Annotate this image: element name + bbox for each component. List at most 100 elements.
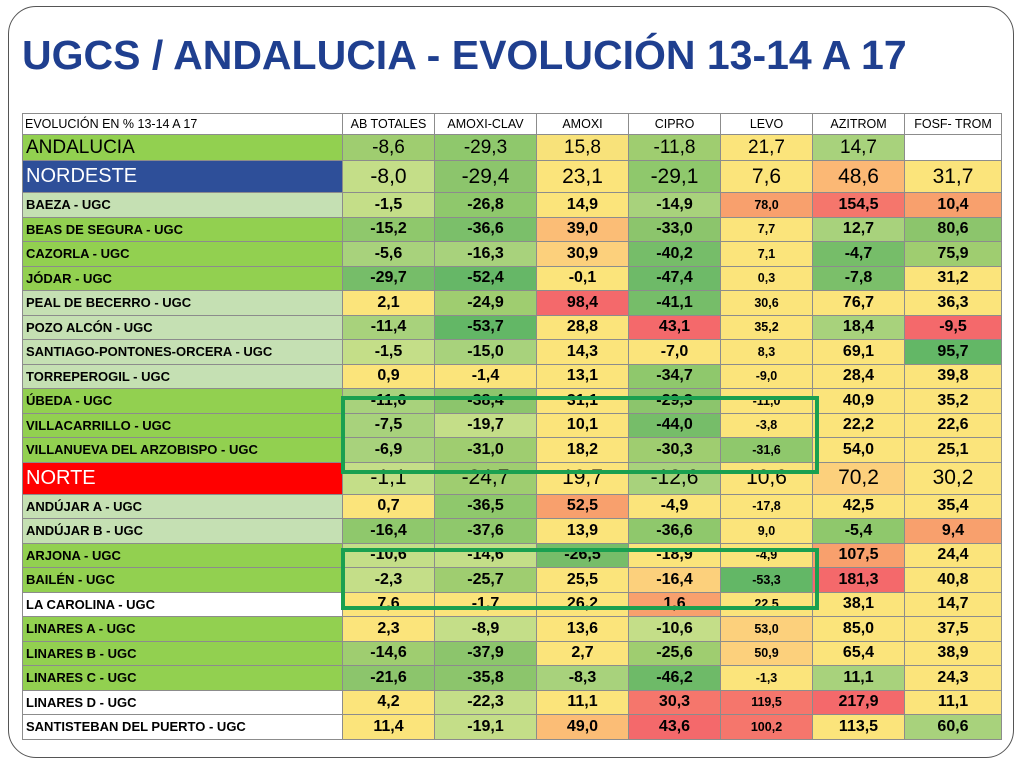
value-cell: 39,0 bbox=[536, 216, 629, 242]
value-cell: -31,0 bbox=[434, 437, 537, 463]
value-cell: -10,6 bbox=[342, 542, 435, 568]
value-cell: 22,5 bbox=[720, 591, 813, 617]
value-cell: 31,7 bbox=[904, 160, 1002, 193]
value-cell: 217,9 bbox=[812, 689, 905, 715]
table-row: ANDÚJAR A - UGC 0,7 -36,5 52,5 -4,9 -17,8 42,5… bbox=[22, 493, 1002, 519]
value-cell: 40,9 bbox=[812, 388, 905, 414]
row-name-cell: ANDÚJAR A - UGC bbox=[22, 493, 343, 519]
table-row: VILLACARRILLO - UGC -7,5 -19,7 10,1 -44,0 -3,… bbox=[22, 412, 1002, 438]
table-row: ANDÚJAR B - UGC -16,4 -37,6 13,9 -36,6 9,0 -5,… bbox=[22, 518, 1002, 544]
table-row: LA CAROLINA - UGC 7,6 -1,7 26,2 1,6 22,5 38,1 1… bbox=[22, 591, 1002, 617]
value-cell: 43,6 bbox=[628, 714, 721, 740]
row-name-cell: VILLACARRILLO - UGC bbox=[22, 412, 343, 438]
row-name-cell: SANTIAGO-PONTONES-ORCERA - UGC bbox=[22, 339, 343, 365]
value-cell: -53,3 bbox=[720, 567, 813, 593]
value-cell: -1,5 bbox=[342, 192, 435, 218]
value-cell: -47,4 bbox=[628, 265, 721, 291]
value-cell: -12,6 bbox=[628, 461, 721, 495]
value-cell: -36,5 bbox=[434, 493, 537, 519]
value-cell: 11,1 bbox=[904, 689, 1002, 715]
value-cell: 28,4 bbox=[812, 363, 905, 389]
value-cell: -36,6 bbox=[434, 216, 537, 242]
value-cell: 21,7 bbox=[720, 134, 813, 161]
row-name-cell: LINARES D - UGC bbox=[22, 689, 343, 715]
value-cell: -8,3 bbox=[536, 665, 629, 691]
value-cell: -0,1 bbox=[536, 265, 629, 291]
value-cell: 31,1 bbox=[536, 388, 629, 414]
value-cell: -29,3 bbox=[434, 134, 537, 161]
table-row: CAZORLA - UGC -5,6 -16,3 30,9 -40,2 7,1 -4,7 75… bbox=[22, 241, 1002, 267]
table-row: NORDESTE -8,0 -29,4 23,1 -29,1 7,6 48,6 31,7 bbox=[22, 160, 1002, 193]
value-cell: -25,6 bbox=[628, 640, 721, 666]
value-cell: -52,4 bbox=[434, 265, 537, 291]
value-cell: 25,1 bbox=[904, 437, 1002, 463]
value-cell: -14,9 bbox=[628, 192, 721, 218]
value-cell: 11,1 bbox=[812, 665, 905, 691]
table-row: VILLANUEVA DEL ARZOBISPO - UGC -6,9 -31,0 1… bbox=[22, 437, 1002, 463]
value-cell: -11,0 bbox=[720, 388, 813, 414]
table-row: SANTIAGO-PONTONES-ORCERA - UGC -1,5 -15,0 1… bbox=[22, 339, 1002, 365]
header-cell: AMOXI-CLAV bbox=[434, 113, 537, 135]
row-name-cell: LA CAROLINA - UGC bbox=[22, 591, 343, 617]
value-cell: 22,2 bbox=[812, 412, 905, 438]
row-name-cell: ARJONA - UGC bbox=[22, 542, 343, 568]
value-cell: 13,9 bbox=[536, 518, 629, 544]
value-cell: -10,6 bbox=[628, 616, 721, 642]
value-cell: -5,6 bbox=[342, 241, 435, 267]
value-cell: 24,4 bbox=[904, 542, 1002, 568]
value-cell: 43,1 bbox=[628, 314, 721, 340]
table-row: NORTE -1,1 -24,7 19,7 -12,6 10,6 70,2 30,2 bbox=[22, 461, 1002, 495]
table-row: BAEZA - UGC -1,5 -26,8 14,9 -14,9 78,0 154,5 10… bbox=[22, 192, 1002, 218]
value-cell: 100,2 bbox=[720, 714, 813, 740]
value-cell: 26,2 bbox=[536, 591, 629, 617]
value-cell: 4,2 bbox=[342, 689, 435, 715]
value-cell: 10,4 bbox=[904, 192, 1002, 218]
value-cell: -30,3 bbox=[628, 437, 721, 463]
value-cell: 75,9 bbox=[904, 241, 1002, 267]
value-cell: 10,6 bbox=[720, 461, 813, 495]
value-cell: -1,5 bbox=[342, 339, 435, 365]
value-cell: -2,3 bbox=[342, 567, 435, 593]
value-cell: 10,1 bbox=[536, 412, 629, 438]
value-cell: -29,1 bbox=[628, 160, 721, 193]
value-cell: 22,6 bbox=[904, 412, 1002, 438]
value-cell: 65,4 bbox=[812, 640, 905, 666]
value-cell: 2,3 bbox=[342, 616, 435, 642]
value-cell: 25,5 bbox=[536, 567, 629, 593]
value-cell: 53,0 bbox=[720, 616, 813, 642]
value-cell: -44,0 bbox=[628, 412, 721, 438]
value-cell: -22,3 bbox=[434, 689, 537, 715]
row-name-cell: POZO ALCÓN - UGC bbox=[22, 314, 343, 340]
value-cell: 80,6 bbox=[904, 216, 1002, 242]
table-row: SANTISTEBAN DEL PUERTO - UGC 11,4 -19,1 49,… bbox=[22, 714, 1002, 740]
value-cell: -6,9 bbox=[342, 437, 435, 463]
value-cell: -24,9 bbox=[434, 290, 537, 316]
value-cell: 7,6 bbox=[342, 591, 435, 617]
table-row: LINARES C - UGC -21,6 -35,8 -8,3 -46,2 -1,3 11… bbox=[22, 665, 1002, 691]
table-row: PEAL DE BECERRO - UGC 2,1 -24,9 98,4 -41,1 30… bbox=[22, 290, 1002, 316]
value-cell: -7,8 bbox=[812, 265, 905, 291]
value-cell: 50,9 bbox=[720, 640, 813, 666]
value-cell: 37,5 bbox=[904, 616, 1002, 642]
value-cell: -1,3 bbox=[720, 665, 813, 691]
value-cell: 7,1 bbox=[720, 241, 813, 267]
value-cell: -41,1 bbox=[628, 290, 721, 316]
value-cell: -53,7 bbox=[434, 314, 537, 340]
value-cell: 35,2 bbox=[720, 314, 813, 340]
value-cell: 40,8 bbox=[904, 567, 1002, 593]
value-cell: -46,2 bbox=[628, 665, 721, 691]
value-cell: -14,6 bbox=[434, 542, 537, 568]
table-row: POZO ALCÓN - UGC -11,4 -53,7 28,8 43,1 35,2 18… bbox=[22, 314, 1002, 340]
value-cell: 8,3 bbox=[720, 339, 813, 365]
value-cell: -24,7 bbox=[434, 461, 537, 495]
header-cell: CIPRO bbox=[628, 113, 721, 135]
value-cell: -1,7 bbox=[434, 591, 537, 617]
value-cell: -9,0 bbox=[720, 363, 813, 389]
value-cell: -26,5 bbox=[536, 542, 629, 568]
value-cell: -25,7 bbox=[434, 567, 537, 593]
value-cell bbox=[904, 134, 1002, 161]
table-row: ANDALUCIA -8,6 -29,3 15,8 -11,8 21,7 14,7 bbox=[22, 134, 1002, 161]
value-cell: -33,0 bbox=[628, 216, 721, 242]
value-cell: 52,5 bbox=[536, 493, 629, 519]
row-name-cell: BAILÉN - UGC bbox=[22, 567, 343, 593]
